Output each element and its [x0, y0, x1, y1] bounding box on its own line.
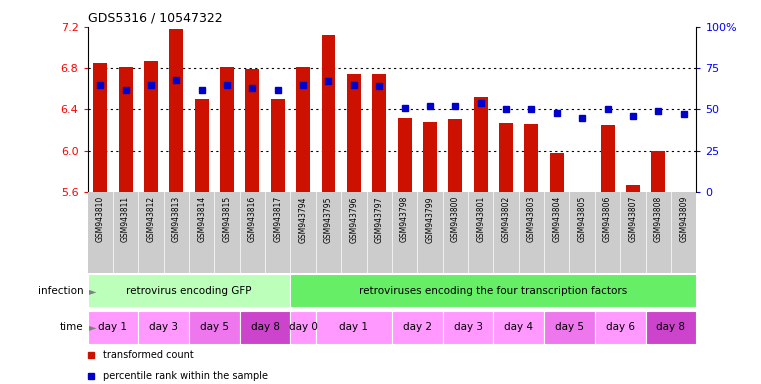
Text: GSM943798: GSM943798	[400, 196, 409, 242]
Text: GSM943800: GSM943800	[451, 196, 460, 242]
Bar	[144, 61, 158, 192]
Bar	[88, 275, 291, 307]
Text: GDS5316 / 10547322: GDS5316 / 10547322	[88, 11, 222, 24]
Bar	[291, 275, 696, 307]
Text: day 3: day 3	[149, 322, 178, 333]
Bar	[119, 67, 132, 192]
Text: day 2: day 2	[403, 322, 431, 333]
Bar	[600, 125, 615, 192]
Text: day 6: day 6	[606, 322, 635, 333]
Bar	[550, 153, 564, 192]
Text: retrovirus encoding GFP: retrovirus encoding GFP	[126, 286, 252, 296]
Text: GSM943801: GSM943801	[476, 196, 486, 242]
Text: time: time	[60, 322, 84, 333]
Bar	[448, 119, 463, 192]
Bar	[443, 311, 493, 344]
Bar	[595, 311, 645, 344]
Bar	[645, 311, 696, 344]
Text: GSM943811: GSM943811	[121, 196, 130, 242]
Text: retroviruses encoding the four transcription factors: retroviruses encoding the four transcrip…	[359, 286, 628, 296]
Bar	[291, 311, 316, 344]
Bar	[240, 311, 291, 344]
Text: GSM943812: GSM943812	[146, 196, 155, 242]
Bar	[139, 311, 189, 344]
Text: transformed count: transformed count	[103, 350, 193, 360]
Text: GSM943815: GSM943815	[222, 196, 231, 242]
Bar	[626, 185, 640, 192]
Text: day 8: day 8	[250, 322, 279, 333]
Text: GSM943804: GSM943804	[552, 196, 562, 242]
Bar	[88, 311, 139, 344]
Text: GSM943808: GSM943808	[654, 196, 663, 242]
Bar	[398, 118, 412, 192]
Text: day 8: day 8	[657, 322, 686, 333]
Text: percentile rank within the sample: percentile rank within the sample	[103, 371, 268, 381]
Text: GSM943814: GSM943814	[197, 196, 206, 242]
Bar	[189, 311, 240, 344]
Text: day 3: day 3	[454, 322, 482, 333]
Bar	[93, 63, 107, 192]
Text: GSM943806: GSM943806	[603, 196, 612, 242]
Text: day 0: day 0	[288, 322, 317, 333]
Bar	[499, 123, 513, 192]
Bar	[474, 97, 488, 192]
Text: GSM943807: GSM943807	[629, 196, 638, 242]
Bar	[575, 192, 589, 199]
Bar	[544, 311, 595, 344]
Text: GSM943817: GSM943817	[273, 196, 282, 242]
Bar	[316, 311, 392, 344]
Text: GSM943813: GSM943813	[172, 196, 181, 242]
Text: GSM943796: GSM943796	[349, 196, 358, 243]
Text: infection: infection	[38, 286, 84, 296]
Text: GSM943816: GSM943816	[248, 196, 257, 242]
Bar	[271, 99, 285, 192]
Bar	[677, 192, 691, 195]
Text: GSM943809: GSM943809	[679, 196, 688, 242]
Text: day 4: day 4	[505, 322, 533, 333]
Text: GSM943794: GSM943794	[298, 196, 307, 243]
Bar	[195, 99, 209, 192]
Text: day 5: day 5	[555, 322, 584, 333]
Bar	[524, 124, 539, 192]
Text: day 1: day 1	[339, 322, 368, 333]
Text: GSM943805: GSM943805	[578, 196, 587, 242]
Text: ►: ►	[89, 286, 97, 296]
Text: GSM943802: GSM943802	[501, 196, 511, 242]
Bar	[493, 311, 544, 344]
Bar	[347, 74, 361, 192]
Bar	[245, 69, 260, 192]
Bar	[372, 74, 387, 192]
Text: GSM943810: GSM943810	[96, 196, 105, 242]
Bar	[220, 67, 234, 192]
Bar	[296, 67, 310, 192]
Text: day 5: day 5	[200, 322, 229, 333]
Text: GSM943797: GSM943797	[374, 196, 384, 243]
Text: ►: ►	[89, 322, 97, 333]
Bar	[423, 122, 437, 192]
Text: GSM943799: GSM943799	[425, 196, 435, 243]
Bar	[392, 311, 443, 344]
Text: day 1: day 1	[98, 322, 127, 333]
Text: GSM943795: GSM943795	[324, 196, 333, 243]
Bar	[651, 151, 665, 192]
Bar	[322, 35, 336, 192]
Bar	[170, 29, 183, 192]
Text: GSM943803: GSM943803	[527, 196, 536, 242]
